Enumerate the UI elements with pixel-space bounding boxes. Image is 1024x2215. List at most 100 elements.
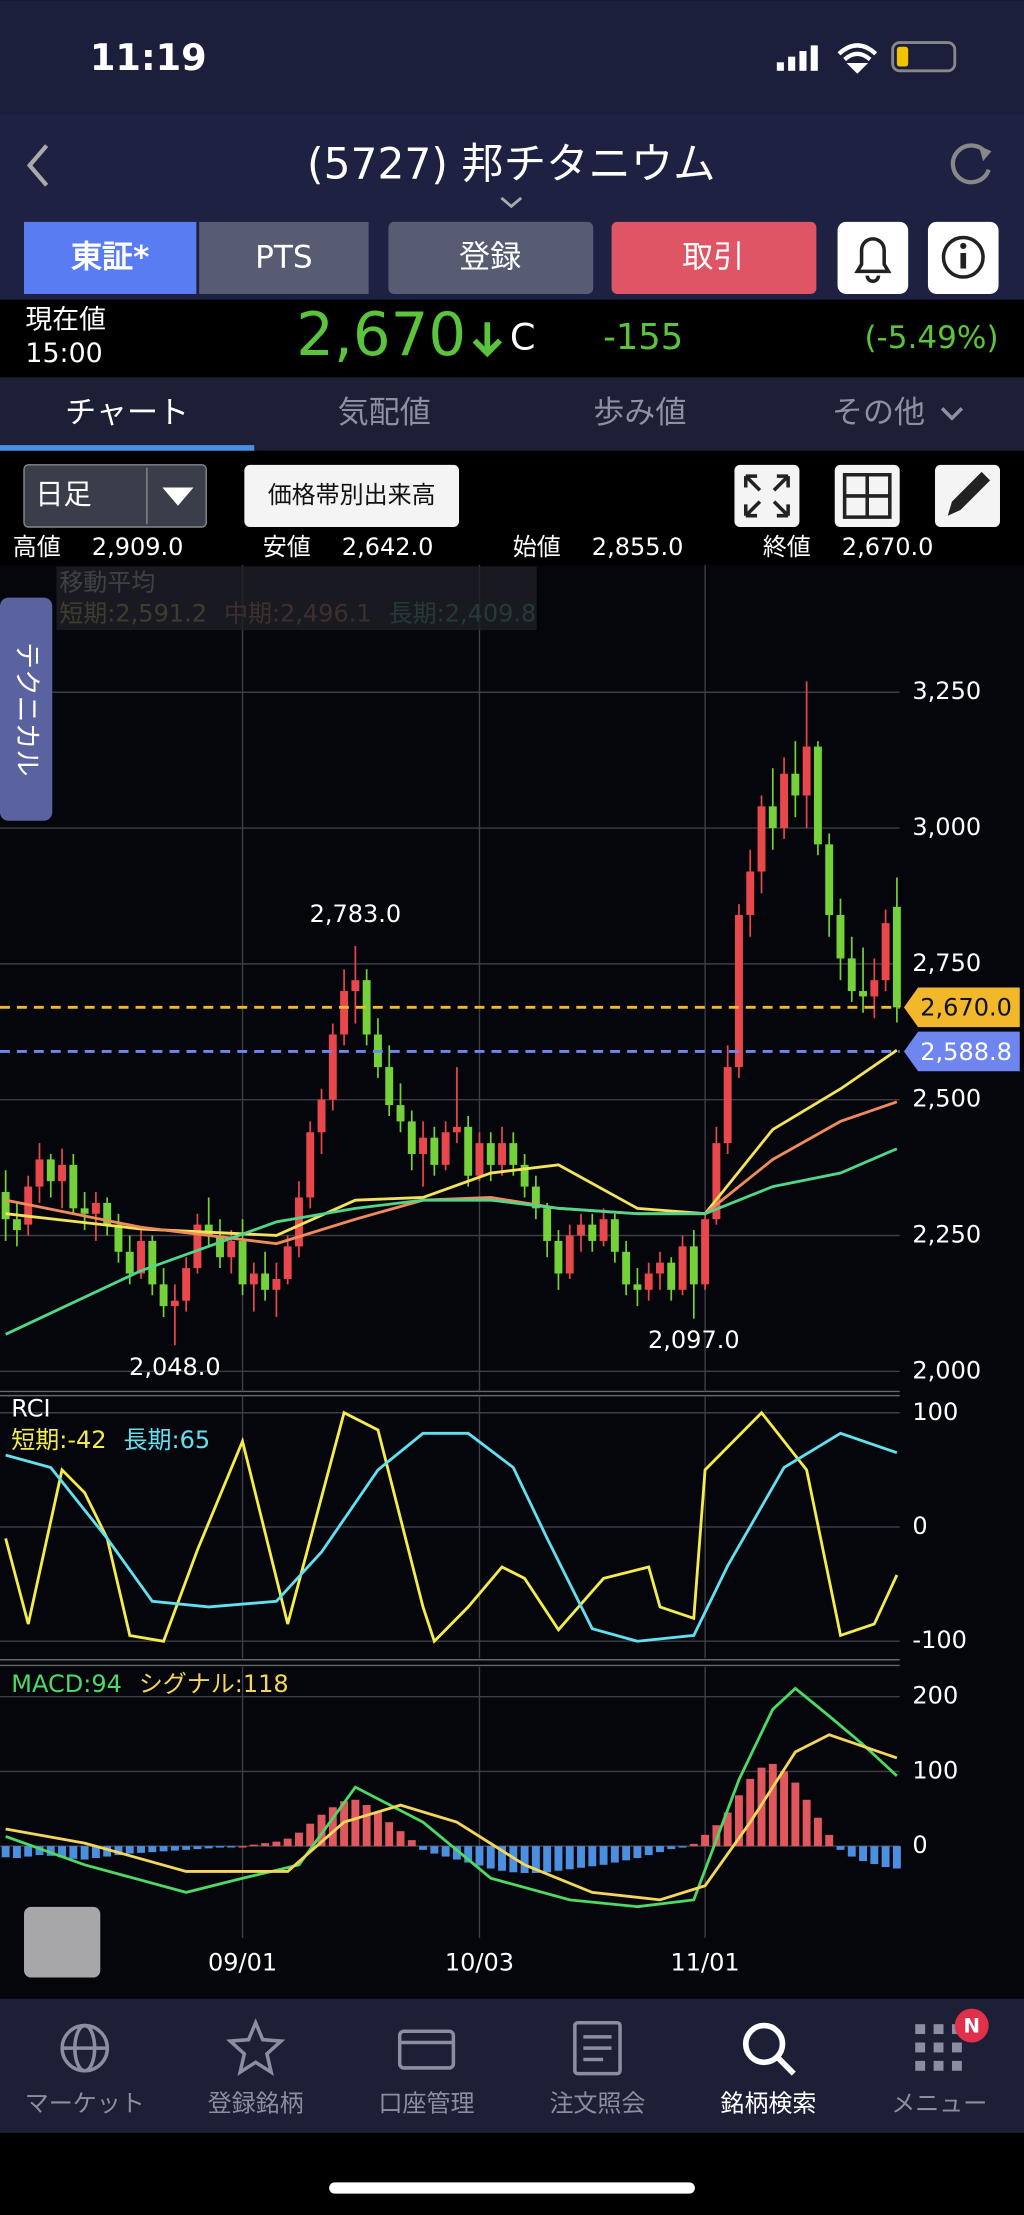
candle-body [91,1202,100,1214]
tab[interactable]: 歩み値 [593,395,686,431]
register-button[interactable] [388,221,594,294]
candle-body [362,980,371,1035]
fullscreen-button[interactable] [734,464,800,527]
y-tick-label: 3,250 [912,677,981,705]
trade-button[interactable] [611,221,817,294]
info-icon [960,252,967,269]
histogram-bar [475,1846,484,1866]
histogram-bar [137,1846,145,1853]
tab-chevron [940,407,964,421]
histogram-bar [351,1799,360,1847]
candle-body [272,1278,281,1290]
nav-icons [60,2018,796,2076]
market-button[interactable] [24,221,197,294]
tab[interactable]: チャート [65,395,189,431]
histogram-bar [825,1834,834,1847]
down-arrow [472,322,502,358]
y-tick-label: 200 [912,1682,958,1710]
battery-icon [891,41,957,73]
histogram-bar [836,1846,845,1850]
candle-body [847,958,856,992]
candle-body [870,980,879,997]
histogram-bar [599,1846,608,1865]
histogram-bar [295,1832,303,1847]
candle-body [430,1137,439,1165]
histogram-bar [182,1846,191,1850]
candle-body [667,1262,676,1290]
fullscreen-icon [743,474,790,518]
order-icon [583,2035,612,2062]
x-tick-label: 10/03 [445,1948,514,1976]
histogram-bar [170,1846,179,1851]
candle-body [543,1208,552,1241]
summary-label: 安値 [263,533,311,561]
y-tick-label: 0 [912,1512,927,1540]
tab[interactable]: その他 [832,395,925,431]
watchlist-icon [225,2018,286,2076]
candle-body [407,1121,416,1155]
candle-body [689,1246,698,1285]
histogram-bar [847,1846,856,1857]
x-tick-label: 11/01 [671,1948,740,1976]
wifi-icon [837,43,878,74]
y-tick-label: -100 [912,1626,966,1654]
candle-body [520,1164,529,1187]
info-icon [941,235,985,279]
histogram-bar [46,1846,55,1856]
series-line [5,1147,898,1336]
histogram-bar [701,1834,710,1847]
histogram-bar [24,1846,33,1857]
y-tick-label: 2,250 [912,1220,981,1248]
histogram-bar [791,1782,800,1847]
pencil-icon [947,471,991,516]
nav-label: 注文照会 [549,2090,645,2118]
histogram-bar [667,1846,676,1850]
nav-badge-label: N [963,2014,980,2037]
legend-entry: シグナル:118 [139,1670,289,1698]
candle-body [58,1164,67,1182]
alert-button[interactable] [837,221,909,294]
market-button[interactable] [199,221,369,294]
histogram-bar [69,1846,78,1859]
summary-value: 2,670.0 [842,533,934,561]
search-icon [776,2056,796,2076]
tab-bar [0,377,1024,451]
button-label: 取引 [682,240,744,276]
button-label: 東証* [71,240,149,276]
candle-body [768,806,777,829]
histogram-bar [238,1846,247,1848]
histogram-bar [125,1846,134,1854]
candle-body [531,1186,540,1209]
draw-tool-button[interactable] [24,1906,101,1978]
histogram-bar [441,1846,450,1857]
tab[interactable]: 気配値 [338,395,431,431]
candle-body [114,1224,123,1252]
y-tick-label: 3,000 [912,813,981,841]
histogram-bar [633,1846,642,1859]
refresh-button[interactable] [950,143,991,185]
page-title: (5727) 邦チタニウム [307,139,715,188]
histogram-bar [554,1846,563,1871]
summary-label: 高値 [13,533,61,561]
button-label: PTS [255,240,312,276]
candle-body [182,1268,191,1301]
candle-body [554,1240,563,1274]
period-select[interactable] [23,464,207,528]
volume-profile-button[interactable] [244,464,460,527]
candle-body [464,1126,473,1176]
candle-body [498,1143,506,1165]
nav-labels: マーケット 登録銘柄 口座管理 注文照会 銘柄検索 メニュー [25,2090,988,2118]
title-chevron[interactable] [500,196,523,209]
histogram-bar [656,1846,664,1853]
candle-body [170,1300,179,1307]
order-icon [573,2020,622,2076]
summary-value: 2,642.0 [342,533,434,561]
candle-body [306,1132,315,1198]
candle-body [125,1251,134,1274]
back-button[interactable] [26,144,49,187]
candle-body [283,1246,292,1279]
technical-tab[interactable] [0,597,53,821]
histogram-bar [249,1844,258,1847]
legend-entry: 短期:-42 [11,1426,106,1454]
